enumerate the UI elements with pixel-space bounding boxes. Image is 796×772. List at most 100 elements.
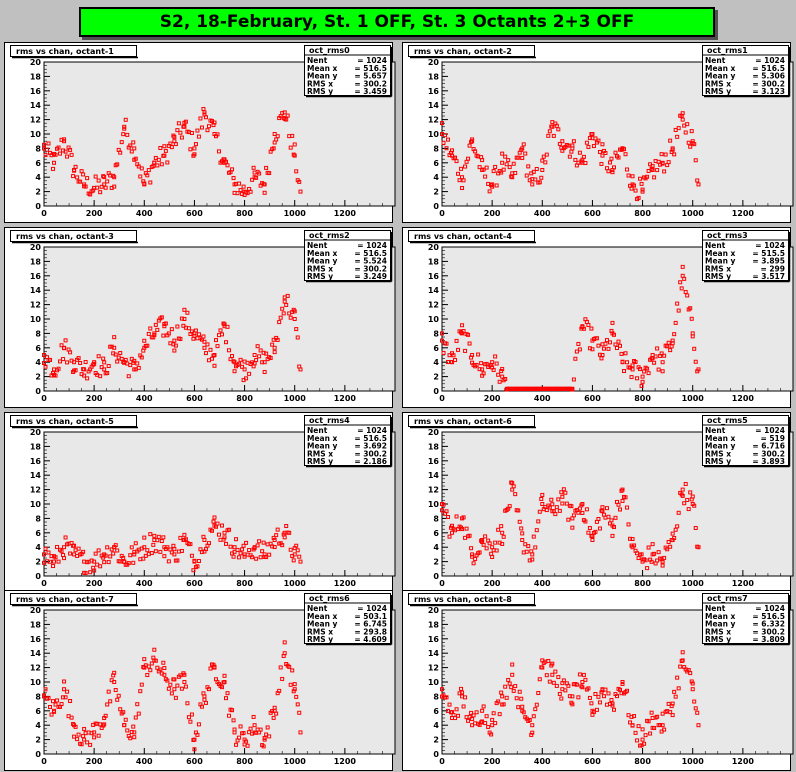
data-point: [440, 338, 444, 343]
data-point: [639, 383, 644, 388]
data-point: [501, 534, 506, 539]
data-point: [250, 555, 255, 560]
data-point: [549, 497, 554, 502]
data-point: [101, 356, 106, 361]
data-point: [501, 702, 506, 707]
data-point: [83, 360, 88, 365]
data-point: [133, 715, 138, 720]
y-tick-label: 12: [30, 116, 41, 125]
data-point: [649, 559, 654, 564]
data-point: [692, 699, 697, 704]
y-tick-label: 0: [433, 202, 439, 211]
data-point: [510, 662, 515, 667]
data-point: [142, 535, 147, 540]
data-point: [264, 165, 269, 170]
data-point: [553, 512, 558, 517]
data-point: [68, 698, 73, 703]
data-point: [457, 178, 462, 183]
data-point: [168, 141, 173, 146]
y-tick-label: 8: [433, 329, 439, 338]
data-point: [220, 685, 225, 690]
data-point: [142, 182, 147, 187]
x-tick-label: 600: [186, 579, 203, 588]
data-point: [453, 358, 458, 363]
data-point: [92, 360, 97, 365]
data-point: [248, 189, 253, 194]
data-point: [152, 658, 157, 663]
data-point: [218, 328, 223, 333]
data-point: [241, 543, 246, 548]
data-point: [196, 558, 201, 563]
data-point: [244, 540, 249, 545]
stats-label: RMS y: [307, 87, 333, 96]
chart-title: rms vs chan, octant-5: [16, 417, 114, 426]
data-point: [613, 342, 618, 347]
y-tick-label: 18: [428, 442, 440, 451]
stats-name: oct_rms7: [707, 594, 748, 603]
data-point: [115, 359, 120, 364]
data-point: [121, 555, 126, 560]
data-point: [520, 704, 525, 709]
stats-value: = 516.5: [752, 64, 785, 73]
data-point: [696, 545, 701, 550]
data-point: [520, 146, 525, 151]
data-point: [162, 144, 167, 149]
data-point: [683, 481, 688, 486]
data-point: [514, 696, 519, 701]
data-point: [212, 363, 217, 368]
data-point: [573, 157, 578, 162]
data-point: [224, 340, 229, 345]
data-point: [85, 740, 90, 745]
data-point: [166, 559, 171, 564]
y-tick-label: 8: [35, 329, 41, 338]
data-point: [132, 735, 137, 740]
data-point: [111, 551, 116, 556]
data-point: [102, 367, 107, 372]
data-point: [242, 554, 247, 559]
data-point: [132, 552, 137, 557]
data-point: [490, 184, 495, 189]
x-tick-label: 800: [236, 757, 253, 766]
data-point: [639, 181, 644, 186]
data-point: [268, 356, 273, 361]
data-point: [533, 545, 538, 550]
stats-value: = 516.5: [354, 64, 387, 73]
data-point: [556, 675, 561, 680]
y-tick-label: 10: [30, 500, 42, 509]
chart-title: rms vs chan, octant-7: [16, 595, 114, 604]
data-point: [544, 508, 549, 513]
data-point: [205, 128, 210, 133]
data-point: [616, 339, 621, 344]
stats-value: = 299: [760, 264, 785, 273]
data-point: [142, 545, 147, 550]
data-point: [297, 179, 302, 184]
data-point: [258, 555, 263, 560]
data-point: [192, 152, 197, 157]
x-tick-label: 0: [41, 209, 47, 218]
data-point: [112, 184, 117, 189]
data-point: [178, 130, 183, 135]
data-point: [606, 691, 611, 696]
data-point: [162, 545, 167, 550]
data-point: [142, 345, 147, 350]
data-point: [102, 182, 107, 187]
data-point: [665, 547, 670, 552]
data-point: [642, 741, 647, 746]
data-point: [292, 687, 297, 692]
data-point: [625, 505, 630, 510]
data-point: [610, 533, 615, 538]
data-point: [580, 680, 585, 684]
data-point: [131, 724, 136, 729]
data-point: [630, 723, 635, 728]
stats-value: = 519: [760, 434, 785, 443]
data-point: [618, 343, 623, 348]
data-point: [166, 331, 171, 336]
data-point: [609, 156, 614, 161]
data-point: [46, 696, 51, 701]
data-point: [172, 552, 177, 557]
y-tick-label: 0: [35, 387, 41, 396]
data-point: [138, 174, 143, 179]
data-point: [254, 556, 259, 561]
data-point: [262, 552, 267, 557]
data-point: [500, 530, 505, 535]
